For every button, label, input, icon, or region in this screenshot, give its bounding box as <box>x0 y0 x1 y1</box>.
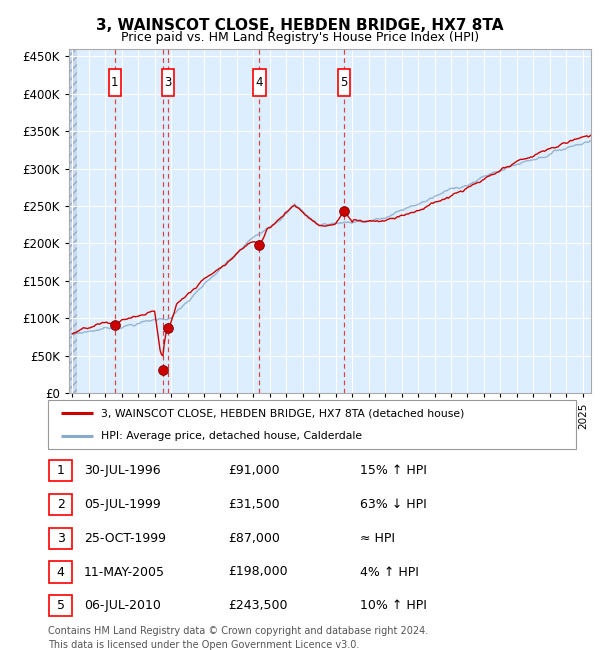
Text: 3: 3 <box>56 532 65 545</box>
Text: £87,000: £87,000 <box>228 532 280 545</box>
Text: 10% ↑ HPI: 10% ↑ HPI <box>360 599 427 612</box>
FancyBboxPatch shape <box>49 528 72 549</box>
Text: 63% ↓ HPI: 63% ↓ HPI <box>360 498 427 511</box>
Text: 4% ↑ HPI: 4% ↑ HPI <box>360 566 419 578</box>
Text: 1: 1 <box>56 464 65 477</box>
Text: 11-MAY-2005: 11-MAY-2005 <box>84 566 165 578</box>
Text: 3, WAINSCOT CLOSE, HEBDEN BRIDGE, HX7 8TA (detached house): 3, WAINSCOT CLOSE, HEBDEN BRIDGE, HX7 8T… <box>101 408 464 419</box>
FancyBboxPatch shape <box>48 400 576 448</box>
Bar <box>69 49 77 393</box>
FancyBboxPatch shape <box>162 70 175 96</box>
Text: 25-OCT-1999: 25-OCT-1999 <box>84 532 166 545</box>
Text: 3: 3 <box>164 76 172 89</box>
Text: HPI: Average price, detached house, Calderdale: HPI: Average price, detached house, Cald… <box>101 431 362 441</box>
Text: Contains HM Land Registry data © Crown copyright and database right 2024.: Contains HM Land Registry data © Crown c… <box>48 626 428 636</box>
Text: £31,500: £31,500 <box>228 498 280 511</box>
Bar <box>69 49 77 393</box>
Text: Price paid vs. HM Land Registry's House Price Index (HPI): Price paid vs. HM Land Registry's House … <box>121 31 479 44</box>
Text: ≈ HPI: ≈ HPI <box>360 532 395 545</box>
Text: 05-JUL-1999: 05-JUL-1999 <box>84 498 161 511</box>
Text: 1: 1 <box>111 76 119 89</box>
Text: 5: 5 <box>56 599 65 612</box>
Text: 15% ↑ HPI: 15% ↑ HPI <box>360 464 427 477</box>
FancyBboxPatch shape <box>109 70 121 96</box>
Text: This data is licensed under the Open Government Licence v3.0.: This data is licensed under the Open Gov… <box>48 640 359 650</box>
FancyBboxPatch shape <box>49 562 72 582</box>
FancyBboxPatch shape <box>338 70 350 96</box>
FancyBboxPatch shape <box>253 70 266 96</box>
FancyBboxPatch shape <box>49 595 72 616</box>
Text: 2: 2 <box>56 498 65 511</box>
Text: 4: 4 <box>256 76 263 89</box>
FancyBboxPatch shape <box>49 494 72 515</box>
Text: 3, WAINSCOT CLOSE, HEBDEN BRIDGE, HX7 8TA: 3, WAINSCOT CLOSE, HEBDEN BRIDGE, HX7 8T… <box>96 18 504 33</box>
FancyBboxPatch shape <box>49 460 72 481</box>
Text: £243,500: £243,500 <box>228 599 287 612</box>
Text: £198,000: £198,000 <box>228 566 287 578</box>
Text: 5: 5 <box>340 76 348 89</box>
Text: 4: 4 <box>56 566 65 578</box>
Text: 06-JUL-2010: 06-JUL-2010 <box>84 599 161 612</box>
Text: £91,000: £91,000 <box>228 464 280 477</box>
Text: 30-JUL-1996: 30-JUL-1996 <box>84 464 161 477</box>
